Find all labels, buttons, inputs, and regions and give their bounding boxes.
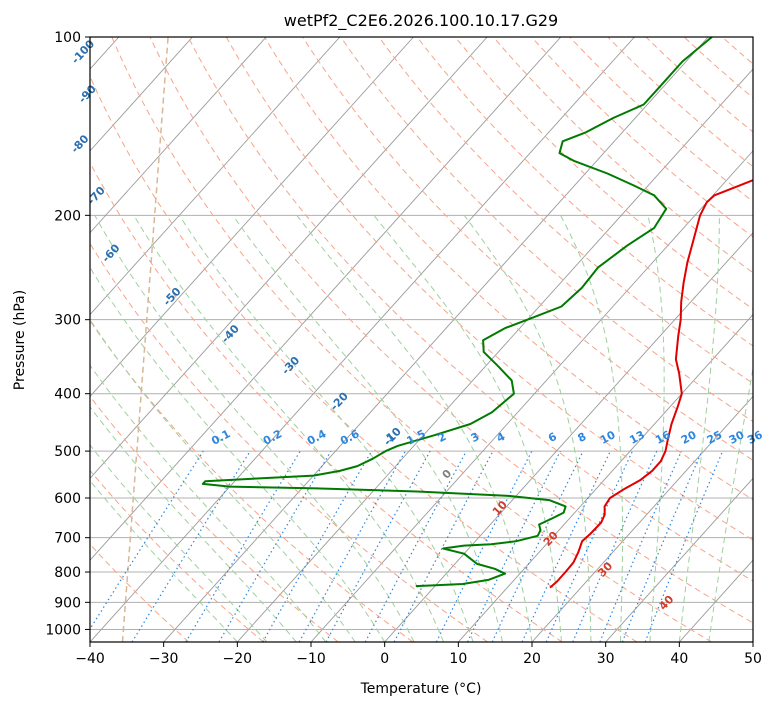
temperature-profile-line — [549, 179, 753, 589]
mixing-ratio-label: 36 — [745, 428, 765, 447]
isotherm-line — [90, 37, 193, 152]
isotherm-line — [384, 232, 753, 642]
mixing-ratio-line — [131, 450, 251, 642]
isotherm-line — [90, 37, 341, 316]
mixing-ratio-label: 30 — [727, 428, 747, 447]
x-tick-label: −30 — [149, 651, 179, 667]
mixing-ratio-label: 25 — [705, 428, 725, 447]
x-tick-label: 10 — [449, 651, 467, 667]
x-tick-label: −20 — [223, 651, 253, 667]
mixing-ratio-line — [521, 450, 611, 642]
x-tick-label: 20 — [523, 651, 541, 667]
x-tick-label: 30 — [597, 651, 615, 667]
mixing-ratio-label: 20 — [679, 428, 699, 447]
isotherm-line — [90, 37, 562, 561]
moist-adiabat-line — [373, 214, 562, 642]
dry-adiabat-line — [607, 37, 753, 168]
mixing-ratio-line — [90, 450, 204, 631]
mixing-ratio-line — [262, 450, 373, 642]
mixing-ratio-line — [621, 450, 703, 642]
mixing-ratio-label: 16 — [653, 428, 673, 447]
mixing-ratio-line — [185, 450, 301, 642]
moist-adiabat-line — [94, 215, 415, 642]
mixing-ratio-line — [325, 450, 431, 642]
y-tick-label: 1000 — [45, 622, 81, 638]
moist-adiabat-line — [560, 215, 623, 642]
isotherm-line — [90, 37, 488, 479]
dry-adiabat-line — [264, 37, 753, 501]
moist-adiabat-line — [133, 215, 445, 642]
dry-adiabat-line — [340, 37, 753, 423]
moist-adiabat-line — [90, 480, 238, 642]
moist-adiabat-line — [463, 215, 592, 642]
axes: −40 −30 −20 −10 0 10 20 30 40 50 100 200 300 400 500 60… — [45, 30, 762, 667]
mixing-ratio-line — [298, 450, 406, 642]
isotherm-line — [90, 37, 635, 642]
y-tick-label: 400 — [54, 387, 81, 403]
x-tick-label: 50 — [744, 651, 762, 667]
mixing-ratio-line — [644, 450, 724, 642]
moist-adiabat-line — [90, 406, 297, 642]
dry-adiabat-line — [454, 37, 753, 310]
y-tick-label: 800 — [54, 565, 81, 581]
moist-adiabat-line — [708, 365, 753, 642]
mixing-ratio-line — [466, 450, 561, 642]
dry-adiabat-line — [90, 161, 563, 642]
x-tick-label: 40 — [670, 651, 688, 667]
dry-adiabat-line — [225, 37, 753, 541]
y-tick-label: 300 — [54, 313, 81, 329]
moist-adiabat-line — [232, 215, 503, 642]
isotherm-line — [90, 37, 414, 398]
isotherm-line — [163, 37, 709, 642]
y-tick-label: 600 — [54, 491, 81, 507]
y-tick-label: 200 — [54, 208, 81, 224]
y-tick-label: 900 — [54, 595, 81, 611]
dry-adiabat-line — [187, 37, 753, 582]
mixing-ratio-line — [572, 450, 658, 642]
reference-curve — [121, 37, 169, 642]
moist-adiabat-line — [647, 215, 665, 642]
dry-adiabat-line — [90, 395, 339, 642]
dry-adiabat-line — [90, 242, 488, 642]
x-axis-label: Temperature (°C) — [360, 681, 482, 697]
x-tick-label: 0 — [380, 651, 389, 667]
mixing-ratio-line — [218, 450, 332, 642]
y-tick-label: 700 — [54, 531, 81, 547]
chart-title: wetPf2_C2E6.2026.100.10.17.G29 — [284, 11, 558, 31]
isotherm-line — [605, 477, 753, 642]
moist-adiabat-line — [90, 318, 356, 642]
background-lines — [90, 37, 753, 642]
mixing-ratio-line — [545, 450, 634, 642]
dry-adiabat-line — [378, 37, 753, 384]
dry-adiabat-line — [90, 75, 638, 642]
isotherm-line — [236, 68, 753, 642]
x-tick-label: −10 — [296, 651, 326, 667]
y-axis-label: Pressure (hPa) — [12, 290, 28, 390]
mixing-ratio-label: 10 — [598, 428, 618, 447]
dewpoint-profile-line — [201, 37, 713, 588]
moist-adiabat-line — [90, 266, 386, 642]
y-tick-label: 500 — [54, 444, 81, 460]
mixing-ratio-label: 13 — [627, 428, 647, 447]
mixing-ratio-line — [491, 450, 584, 642]
isotherm-line — [310, 150, 753, 642]
plot-frame — [89, 36, 754, 643]
dry-adiabat-line — [111, 37, 712, 642]
x-tick-label: −40 — [75, 651, 105, 667]
dry-adiabat-line — [149, 37, 753, 624]
moist-adiabat-line — [678, 215, 720, 642]
dry-adiabat-line — [416, 37, 753, 347]
moist-adiabat-line — [90, 444, 268, 642]
y-tick-label: 100 — [54, 30, 81, 46]
profile-lines — [201, 37, 753, 589]
isotherm-line — [90, 37, 267, 234]
dry-adiabat-line — [493, 37, 753, 274]
